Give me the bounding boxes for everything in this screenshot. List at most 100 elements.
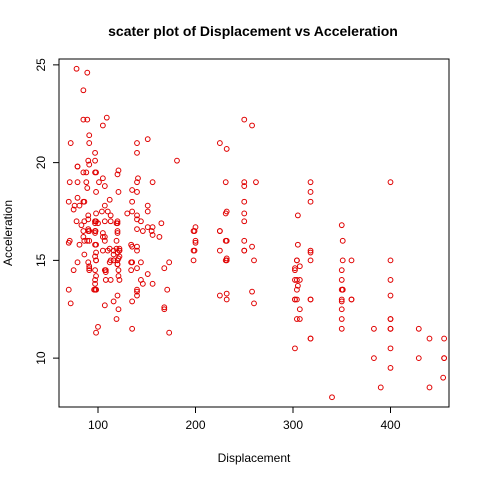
data-point: [387, 292, 394, 299]
x-tick-label: 400: [380, 418, 400, 432]
data-point: [348, 257, 355, 264]
data-point: [251, 300, 257, 307]
data-point: [190, 257, 197, 264]
data-points: [65, 65, 448, 401]
data-point: [223, 257, 230, 264]
data-point: [164, 286, 171, 293]
data-point: [348, 296, 355, 303]
data-point: [294, 257, 300, 264]
data-point: [80, 234, 87, 240]
plot-frame: [58, 58, 450, 408]
data-point: [114, 261, 121, 268]
data-point: [92, 157, 98, 164]
data-point: [74, 259, 81, 266]
data-point: [115, 273, 122, 279]
data-point: [114, 220, 121, 227]
data-point: [294, 296, 300, 303]
data-point: [292, 345, 298, 352]
data-point: [149, 232, 156, 238]
data-point: [73, 218, 80, 225]
data-point: [144, 202, 151, 209]
data-point: [149, 280, 156, 287]
data-point: [92, 253, 98, 260]
data-point: [101, 234, 108, 240]
data-point: [251, 257, 257, 264]
data-point: [387, 277, 394, 283]
data-point: [294, 282, 301, 289]
y-tick-label: 25: [34, 58, 48, 72]
data-point: [86, 263, 93, 270]
data-point: [93, 257, 99, 264]
data-point: [106, 196, 113, 203]
data-point: [158, 220, 165, 227]
data-point: [114, 249, 121, 256]
data-point: [86, 140, 93, 146]
data-point: [387, 316, 394, 322]
chart-title: scater plot of Displacement vs Accelerat…: [108, 23, 398, 39]
data-point: [84, 69, 91, 76]
data-point: [93, 241, 99, 248]
data-point: [241, 116, 248, 123]
data-point: [74, 194, 81, 201]
data-point: [216, 292, 223, 299]
data-point: [67, 140, 74, 146]
data-point: [81, 237, 88, 244]
data-point: [387, 325, 394, 332]
data-point: [292, 267, 298, 274]
data-point: [307, 257, 314, 264]
data-point: [95, 323, 101, 330]
data-point: [113, 245, 120, 252]
data-point: [241, 218, 248, 225]
data-point: [107, 218, 114, 225]
data-point: [80, 116, 87, 123]
data-point: [338, 296, 345, 303]
data-point: [296, 306, 303, 313]
data-point: [80, 169, 87, 176]
data-point: [134, 243, 140, 250]
data-point: [86, 132, 93, 139]
data-point: [249, 243, 255, 250]
data-point: [70, 267, 77, 274]
data-point: [85, 157, 92, 164]
data-point: [338, 222, 345, 229]
x-tick-label: 300: [283, 418, 303, 432]
data-point: [161, 265, 168, 272]
data-point: [124, 210, 131, 217]
data-point: [95, 220, 101, 227]
data-point: [116, 277, 123, 283]
data-point: [294, 286, 300, 293]
data-point: [129, 325, 136, 332]
data-point: [216, 228, 223, 234]
data-point: [129, 208, 136, 215]
data-point: [114, 171, 121, 178]
data-point: [222, 210, 229, 217]
data-point: [85, 216, 92, 223]
data-point: [307, 247, 314, 254]
data-point: [134, 140, 140, 146]
data-point: [174, 157, 180, 164]
data-point: [223, 255, 230, 262]
data-point: [149, 179, 156, 186]
data-point: [115, 189, 122, 195]
data-point: [338, 325, 345, 332]
data-point: [101, 202, 108, 209]
data-point: [241, 198, 248, 205]
data-point: [307, 296, 314, 303]
data-point: [99, 175, 106, 182]
data-point: [65, 286, 72, 293]
data-point: [99, 122, 106, 129]
data-point: [241, 237, 248, 244]
data-point: [84, 185, 91, 191]
data-point: [84, 116, 91, 123]
data-point: [92, 149, 98, 156]
data-point: [144, 208, 151, 215]
data-point: [415, 325, 422, 332]
data-point: [134, 265, 140, 272]
data-point: [114, 218, 121, 225]
data-point: [222, 179, 229, 186]
data-point: [103, 114, 110, 121]
data-point: [113, 316, 120, 322]
data-point: [191, 247, 198, 254]
data-point: [104, 208, 111, 215]
